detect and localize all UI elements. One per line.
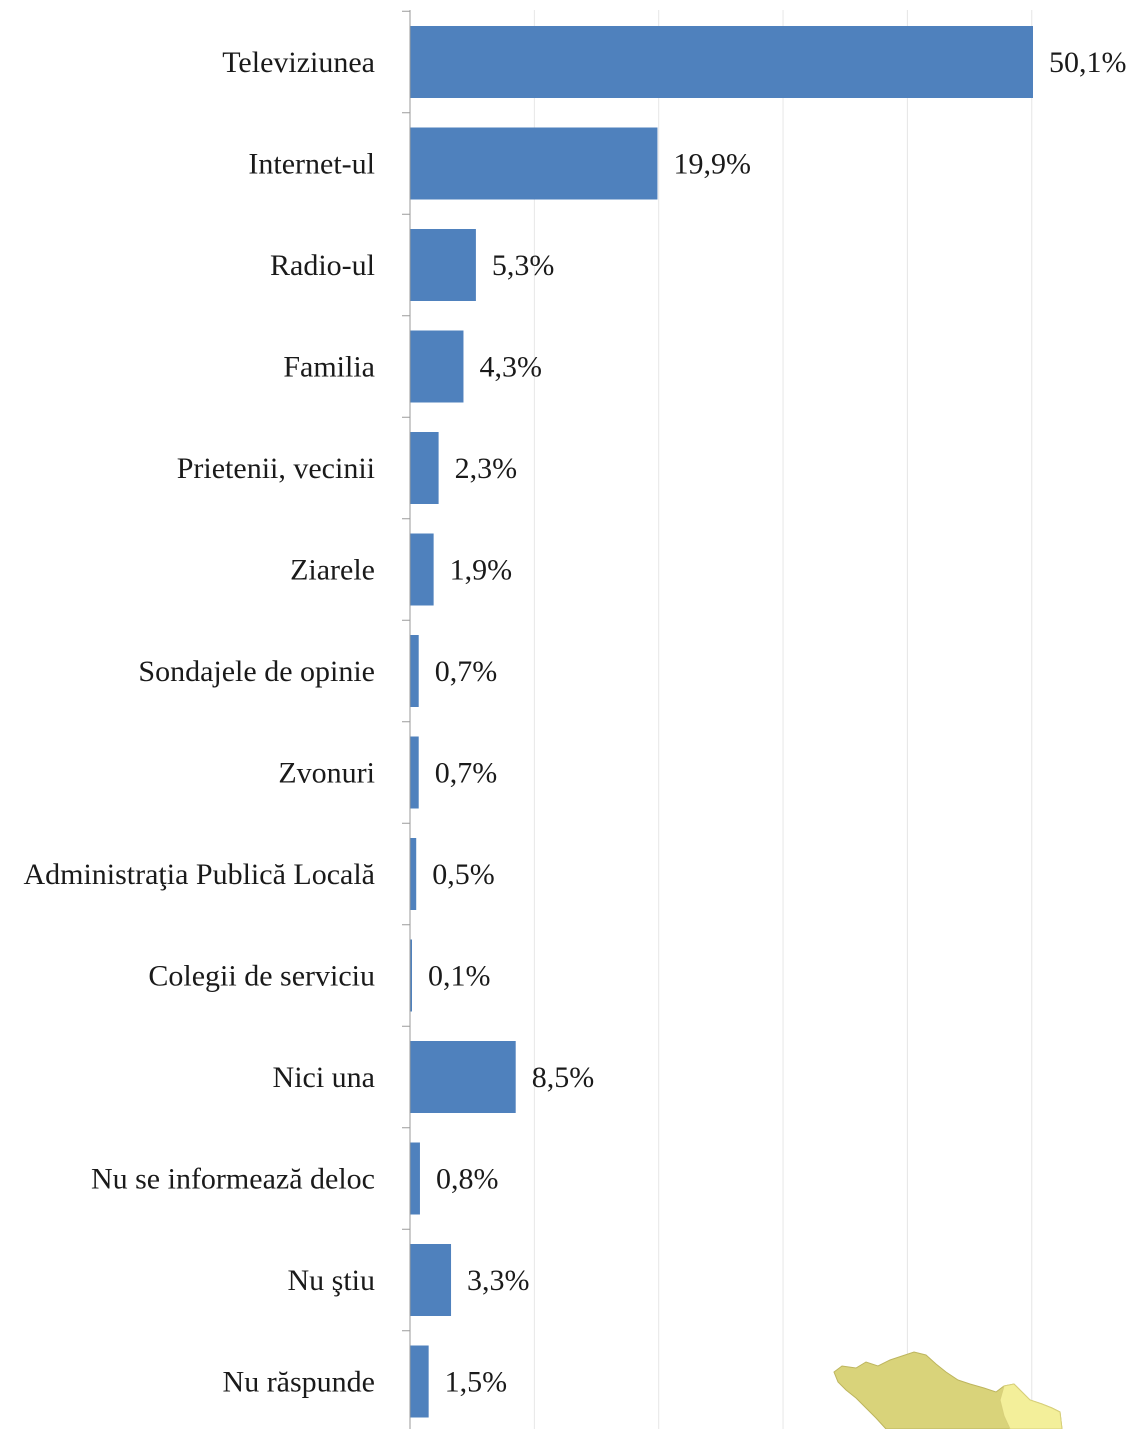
- bar: [410, 736, 419, 809]
- bar: [410, 127, 658, 200]
- category-label: Zvonuri: [278, 757, 375, 790]
- bar: [410, 838, 417, 910]
- category-label: Nu răspunde: [223, 1366, 375, 1399]
- category-label: Ziarele: [290, 554, 375, 587]
- bar: [410, 432, 439, 504]
- data-labels: 50,1% 19,9% 5,3% 4,3% 2,3% 1,9% 0,7% 0,7% 0,5% 0,…: [428, 46, 1127, 1399]
- category-label: Administraţia Publică Locală: [23, 858, 375, 891]
- category-label: Familia: [283, 351, 375, 384]
- category-label: Nici una: [273, 1061, 375, 1094]
- data-label: 1,9%: [450, 554, 512, 587]
- gridlines: [533, 10, 1033, 1429]
- category-label: Colegii de serviciu: [148, 960, 375, 993]
- data-label: 0,7%: [435, 655, 498, 688]
- bar: [410, 229, 476, 301]
- category-label: Sondajele de opinie: [138, 655, 375, 688]
- bar: [410, 635, 419, 707]
- bar: [410, 26, 1033, 98]
- data-label: 2,3%: [455, 452, 518, 485]
- data-label: 1,5%: [445, 1366, 508, 1399]
- bar: [410, 330, 464, 403]
- data-label: 0,5%: [432, 858, 495, 891]
- category-label: Prietenii, vecinii: [177, 452, 375, 485]
- y-axis: [402, 10, 411, 1429]
- data-label: 4,3%: [479, 351, 542, 384]
- data-label: 0,8%: [436, 1163, 499, 1196]
- bar: [410, 939, 412, 1012]
- data-label: 8,5%: [532, 1061, 595, 1094]
- category-label: Televiziunea: [222, 46, 375, 79]
- map-fragment: [833, 1351, 1063, 1429]
- data-label: 0,1%: [428, 960, 491, 993]
- category-label: Radio-ul: [270, 249, 375, 282]
- category-label: Nu ştiu: [287, 1264, 375, 1297]
- bar: [410, 533, 434, 606]
- data-label: 50,1%: [1049, 46, 1127, 79]
- bar: [410, 1345, 429, 1418]
- category-label: Internet-ul: [248, 148, 375, 181]
- bar: [410, 1041, 516, 1113]
- bar: [410, 1142, 420, 1215]
- map-fragment-region-light: [999, 1383, 1063, 1429]
- data-label: 19,9%: [673, 148, 751, 181]
- bar: [410, 1244, 452, 1316]
- data-label: 5,3%: [492, 249, 555, 282]
- data-label: 0,7%: [435, 757, 498, 790]
- data-label: 3,3%: [467, 1264, 529, 1297]
- category-labels: Televiziunea Internet-ul Radio-ul Familia Pr…: [23, 46, 375, 1399]
- bars: [410, 26, 1033, 1418]
- category-label: Nu se informează deloc: [91, 1163, 375, 1196]
